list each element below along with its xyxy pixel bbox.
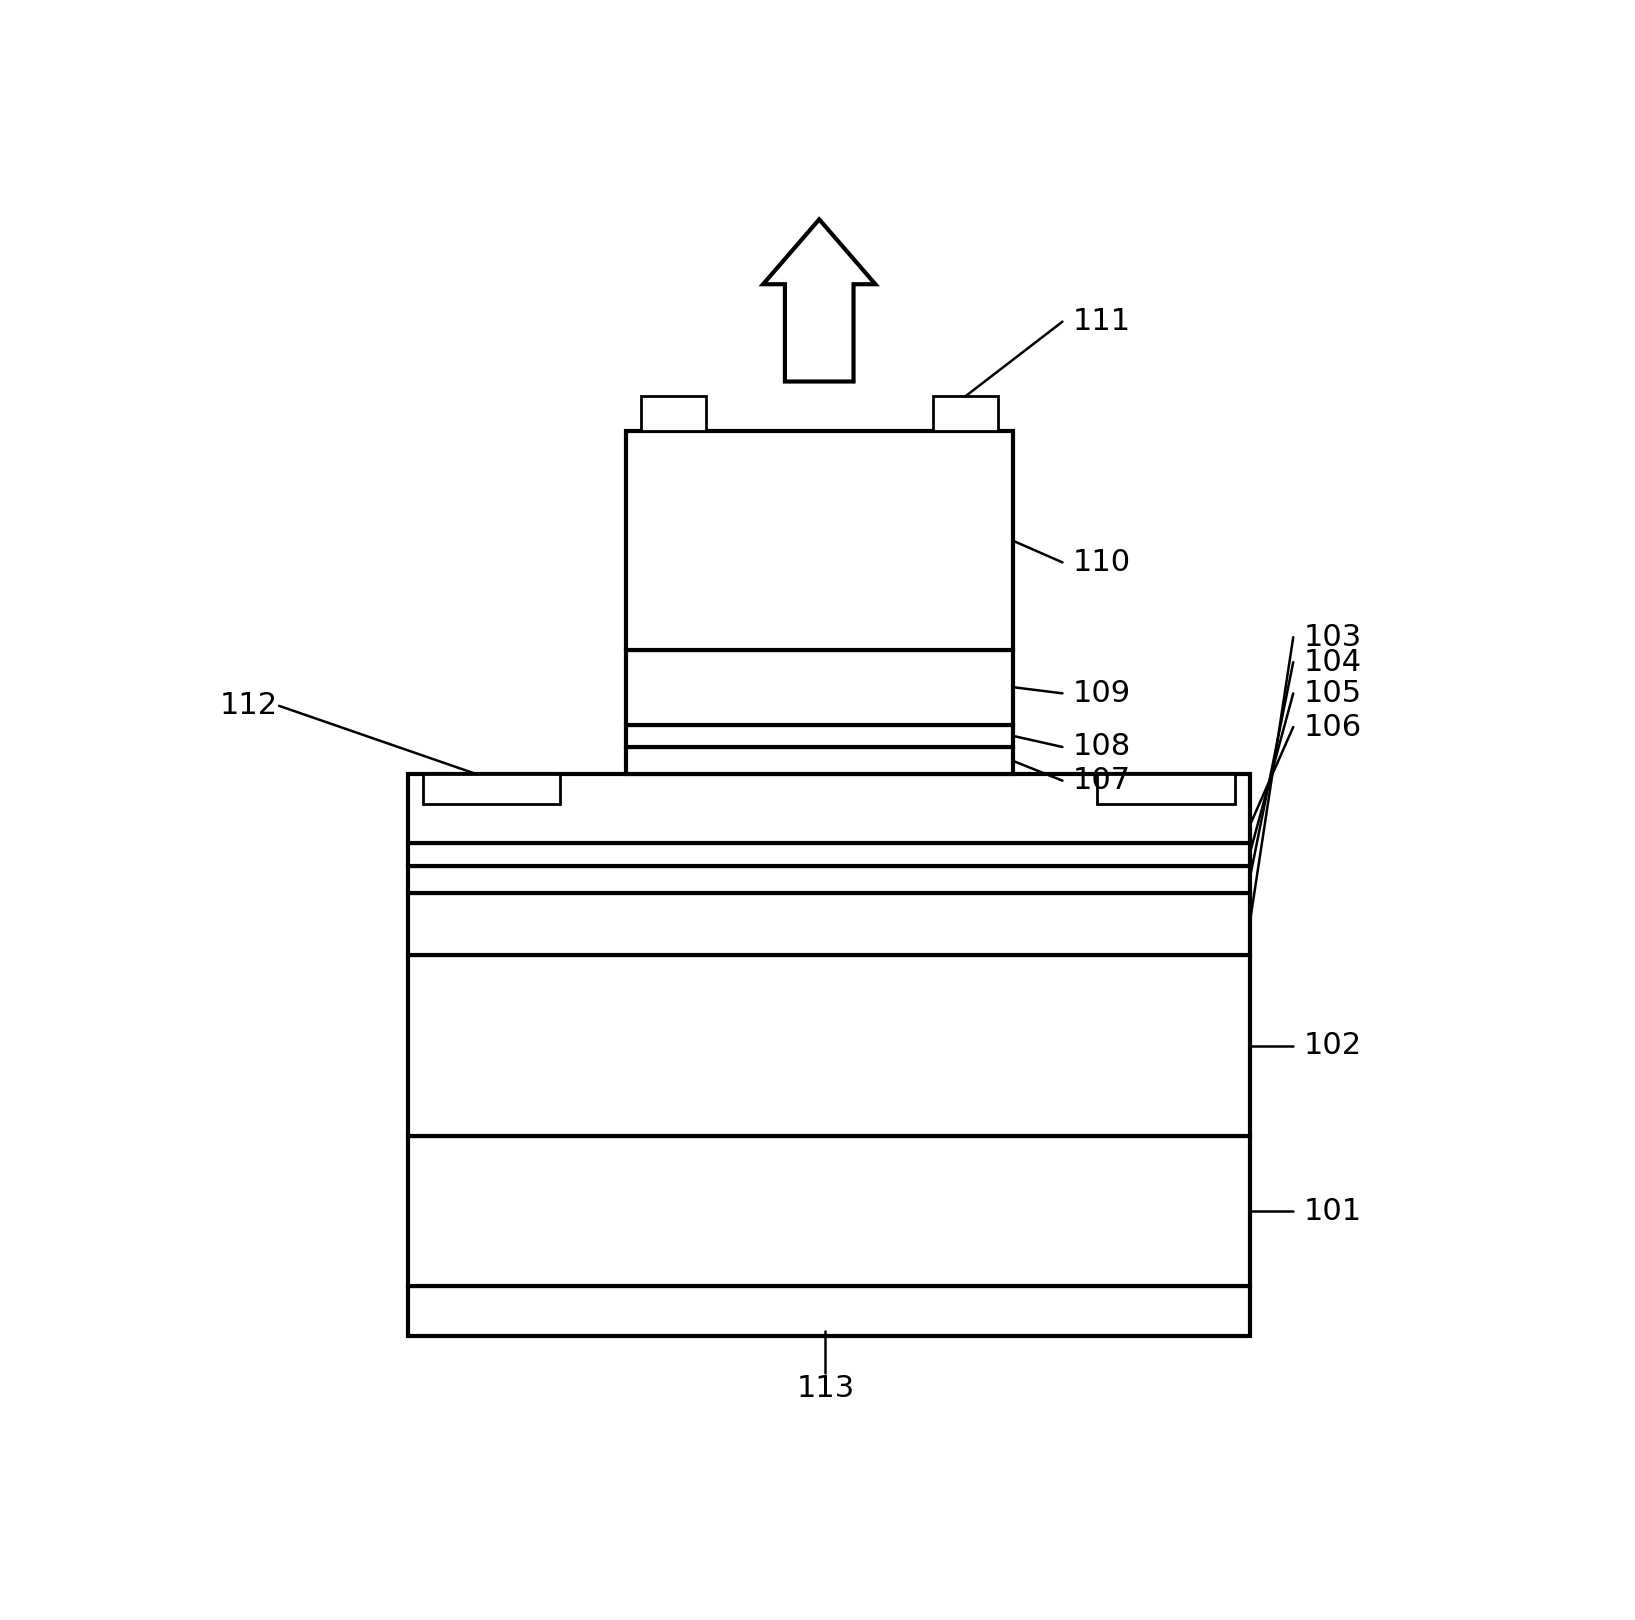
Text: 110: 110	[1073, 548, 1130, 577]
Text: 104: 104	[1303, 648, 1362, 677]
Bar	[626, 747, 1012, 774]
Bar	[407, 893, 1249, 956]
Bar	[407, 1286, 1249, 1336]
Bar	[407, 842, 1249, 865]
Text: 109: 109	[1073, 679, 1130, 708]
Text: 106: 106	[1303, 713, 1362, 742]
Text: 112: 112	[219, 692, 278, 721]
Bar	[932, 397, 997, 431]
Text: 102: 102	[1303, 1032, 1362, 1059]
Bar	[1097, 774, 1234, 805]
Text: 113: 113	[796, 1374, 855, 1403]
Bar	[407, 1136, 1249, 1286]
Text: 108: 108	[1073, 732, 1131, 761]
Text: 105: 105	[1303, 679, 1362, 708]
Polygon shape	[764, 219, 875, 382]
Bar	[626, 650, 1012, 724]
Bar	[407, 956, 1249, 1136]
Bar	[407, 865, 1249, 893]
Bar	[422, 774, 559, 805]
Bar	[626, 724, 1012, 747]
Text: 111: 111	[1073, 308, 1130, 335]
Text: 103: 103	[1303, 622, 1362, 651]
Bar	[626, 431, 1012, 650]
Bar	[641, 397, 706, 431]
Text: 101: 101	[1303, 1197, 1362, 1226]
Bar	[407, 774, 1249, 842]
Text: 107: 107	[1073, 766, 1130, 795]
